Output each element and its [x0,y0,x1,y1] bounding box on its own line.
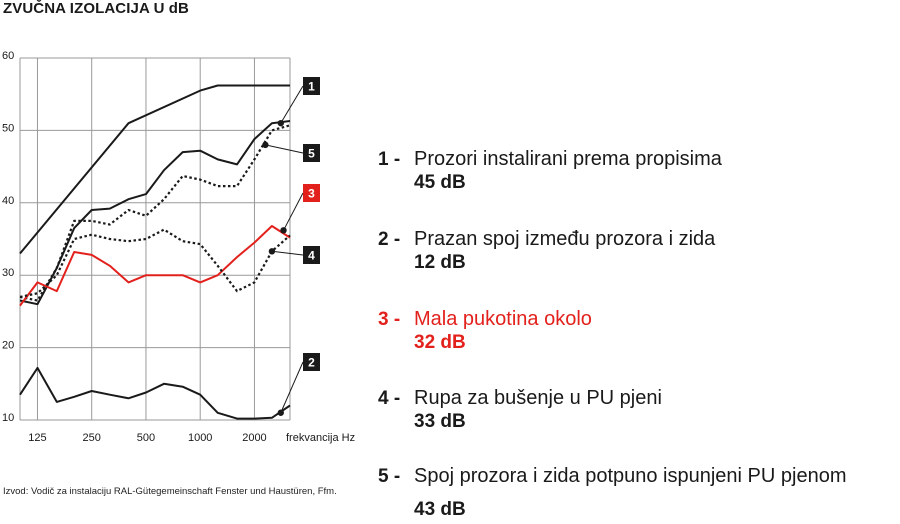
series-line-2 [19,366,291,420]
x-axis-label: frekvancija Hz [286,432,355,444]
x-tick-label: 500 [137,432,155,444]
legend-number: 2 - [378,229,401,250]
chart-title: ZVUČNA IZOLACIJA U dB [3,0,189,17]
callout-dot [280,227,287,234]
series-line-3 [19,225,291,307]
legend-label: Prozori instalirani prema propisima [414,148,722,170]
series-line-5-solid [19,120,291,306]
series-lines [19,84,291,420]
legend-item-2: 2 - Prazan spoj između prozora i zida 12 … [378,228,716,273]
callout-label-3: 3 [308,187,315,201]
source-note: Izvod: Vodič za instalaciju RAL-Gütegeme… [3,486,337,497]
legend-number: 4 - [378,388,401,409]
series-line-1 [19,84,290,255]
y-tick-label: 10 [2,412,14,424]
chart-grid [19,57,291,421]
legend-value: 33 dB [414,411,466,432]
legend-label: Spoj prozora i zida potpuno ispunjeni PU… [414,465,847,487]
legend-value: 12 dB [414,252,466,273]
callout-leader [283,192,304,231]
callout-dot [262,141,269,149]
legend-item-4: 4 - Rupa za bušenje u PU pjeni 33 dB [378,387,662,432]
y-tick-label: 50 [2,122,14,134]
callout-label-4: 4 [308,249,315,263]
callout-box-5 [303,144,320,162]
callout-leader [265,144,304,154]
callout-label-5: 5 [308,147,315,161]
legend-number: 1 - [378,149,401,170]
callout-box-4 [303,246,320,264]
y-tick-label: 30 [2,267,14,279]
callout-label-2: 2 [308,356,315,370]
legend-number: 5 - [378,466,401,487]
legend-label: Rupa za bušenje u PU pjeni [414,387,662,409]
callout-leader [271,250,304,256]
callout-label-1: 1 [308,80,315,94]
legend-item-1: 1 - Prozori instalirani prema propisima 4… [378,148,722,193]
series-line-5 [19,124,291,302]
series-callouts: 1 5 3 4 2 [262,77,320,416]
callout-leader [280,85,304,124]
x-axis-ticks: 125 250 500 1000 2000 [28,432,266,444]
legend-value: 32 dB [414,332,466,353]
callout-dot [277,119,284,127]
y-tick-label: 20 [2,340,14,352]
y-tick-label: 60 [2,50,14,62]
legend-number: 3 - [378,309,401,330]
callout-box-3 [303,184,320,202]
legend-value: 43 dB [414,499,466,520]
x-tick-label: 125 [28,432,46,444]
callout-box-2 [303,353,320,371]
callout-leader [280,361,304,413]
x-tick-label: 2000 [242,432,266,444]
legend-item-5: 5 - Spoj prozora i zida potpuno ispunjeni… [378,465,847,520]
y-axis-ticks: 10 20 30 40 50 60 [2,50,14,424]
legend-item-3: 3 - Mala pukotina okolo 32 dB [378,308,592,353]
legend-label: Mala pukotina okolo [414,308,592,330]
x-tick-label: 1000 [188,432,212,444]
y-tick-label: 40 [2,195,14,207]
legend-value: 45 dB [414,172,466,193]
series-line-4 [19,228,291,298]
callout-box-1 [303,77,320,95]
x-tick-label: 250 [83,432,101,444]
callout-dot [268,248,276,255]
legend-label: Prazan spoj između prozora i zida [414,228,716,250]
callout-dot [277,409,284,416]
